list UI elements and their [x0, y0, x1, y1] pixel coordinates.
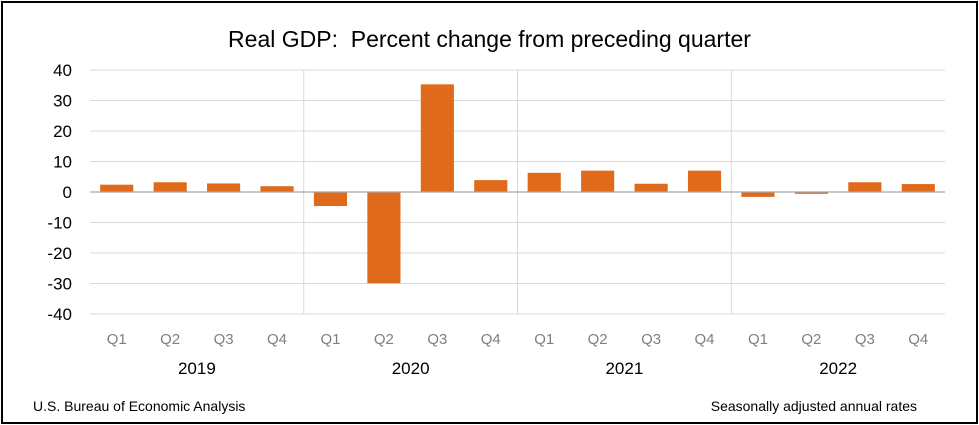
- bar: [367, 192, 401, 284]
- source-note: U.S. Bureau of Economic Analysis: [33, 398, 246, 414]
- bar: [527, 172, 561, 192]
- bar: [741, 192, 775, 197]
- year-label: 2021: [605, 359, 643, 378]
- bar: [581, 170, 615, 192]
- x-tick-label: Q4: [481, 331, 501, 348]
- chart-title: Real GDP: Percent change from preceding …: [228, 26, 751, 52]
- x-tick-label: Q3: [214, 331, 234, 348]
- bar: [420, 84, 454, 192]
- y-tick-label: -20: [47, 244, 72, 263]
- x-tick-label: Q1: [748, 331, 768, 348]
- bar: [687, 170, 722, 192]
- bar: [474, 180, 508, 192]
- y-tick-label: -40: [47, 305, 72, 324]
- x-tick-label: Q1: [534, 331, 554, 348]
- year-label: 2022: [819, 359, 857, 378]
- x-tick-label: Q2: [374, 331, 394, 348]
- year-label: 2019: [178, 359, 216, 378]
- bar: [260, 186, 294, 192]
- x-tick-label: Q3: [855, 331, 875, 348]
- y-tick-label: 30: [53, 92, 72, 111]
- x-tick-label: Q4: [908, 331, 928, 348]
- bar: [207, 183, 241, 192]
- year-label: 2020: [392, 359, 430, 378]
- y-tick-label: -10: [47, 214, 72, 233]
- bar: [794, 192, 828, 194]
- bar: [901, 184, 935, 192]
- x-tick-label: Q3: [641, 331, 661, 348]
- x-tick-label: Q2: [588, 331, 608, 348]
- bar: [100, 184, 134, 192]
- y-tick-label: 40: [53, 61, 72, 80]
- adjustment-note: Seasonally adjusted annual rates: [710, 398, 917, 414]
- bar: [313, 192, 348, 207]
- x-tick-label: Q4: [267, 331, 287, 348]
- y-tick-label: 20: [53, 122, 72, 141]
- y-tick-label: 10: [53, 153, 72, 172]
- bar: [634, 183, 668, 192]
- x-tick-label: Q3: [427, 331, 447, 348]
- bar: [848, 182, 882, 192]
- x-tick-label: Q1: [107, 331, 127, 348]
- bar: [153, 182, 187, 192]
- x-tick-label: Q1: [320, 331, 340, 348]
- y-tick-label: -30: [47, 275, 72, 294]
- x-tick-label: Q2: [801, 331, 821, 348]
- y-tick-label: 0: [63, 183, 72, 202]
- x-tick-label: Q2: [160, 331, 180, 348]
- x-tick-label: Q4: [695, 331, 715, 348]
